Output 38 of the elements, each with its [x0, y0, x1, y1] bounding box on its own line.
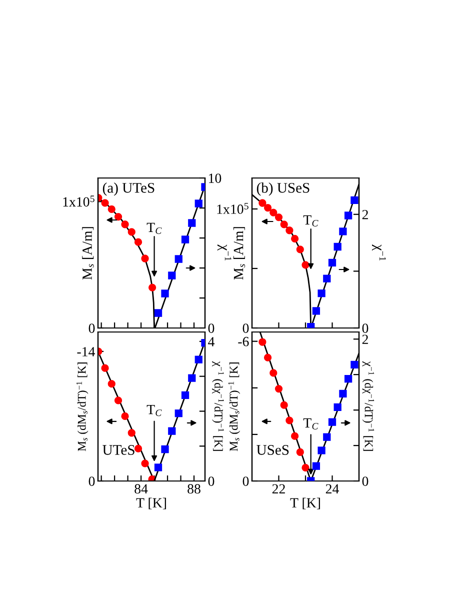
x-axis-title: T [K] [136, 498, 166, 510]
y-tick-label: 0 [242, 476, 249, 486]
y2-axis-title: χ$^{−1}$ [217, 244, 232, 261]
annotation: UTeS [102, 445, 134, 455]
y-tick-label: 1x10$^{5}$ [217, 202, 248, 214]
annotation: T$_{C}$ [146, 404, 162, 416]
y-axis-title: M$_{s}$ (dM$_{s}$/dT)$^{−1}$ [K] [228, 362, 240, 452]
annotation: USeS [256, 445, 289, 455]
y2-axis-title: χ$^{−1}$ (dχ$^{−1}$/dT)$^{−1}$ [K] [212, 361, 224, 451]
y-tick-label: 0 [242, 324, 249, 333]
chart-title: (b) USeS [256, 182, 310, 196]
y-tick-label: 1x10$^{5}$ [63, 196, 94, 207]
y-tick-label: 0 [88, 476, 95, 486]
annotation: T$_{C}$ [146, 222, 162, 234]
y2-tick-label: 10 [209, 174, 222, 183]
y2-tick-label: 0 [208, 324, 214, 333]
annotation: T$_{C}$ [303, 215, 318, 226]
y2-tick-label: 0 [208, 476, 214, 486]
y-axis-title: M$_{s}$ [A/m] [82, 227, 94, 280]
y2-tick-label: 0 [362, 476, 368, 486]
x-axis-title: T [K] [290, 498, 320, 510]
y2-axis-title: χ$^{−1}$ (dχ$^{−1}$/dT)$^{−1}$ [K] [362, 361, 374, 451]
annotation: T$_{C}$ [303, 418, 318, 430]
y-axis-title: M$_{s}$ (dM$_{s}$/dT)$^{−1}$ [K] [76, 362, 88, 452]
y2-tick-label: 0 [362, 324, 368, 333]
chart-title: (a) UTeS [102, 182, 154, 196]
y2-axis-title: χ$^{−1}$ [372, 244, 386, 261]
y-tick-label: -14 [77, 347, 96, 356]
y2-tick-label: 2 [362, 210, 368, 220]
x-tick-label: 84 [134, 484, 148, 494]
y-tick-label: 0 [88, 324, 95, 333]
x-tick-label: 88 [188, 484, 200, 494]
x-tick-label: 22 [272, 484, 285, 494]
y-tick-label: -6 [238, 336, 249, 346]
y2-tick-label: 4 [208, 337, 215, 346]
x-tick-label: 24 [326, 484, 339, 494]
y-axis-title: M$_{s}$ [A/m] [233, 227, 246, 280]
y2-tick-label: 2 [362, 334, 368, 344]
